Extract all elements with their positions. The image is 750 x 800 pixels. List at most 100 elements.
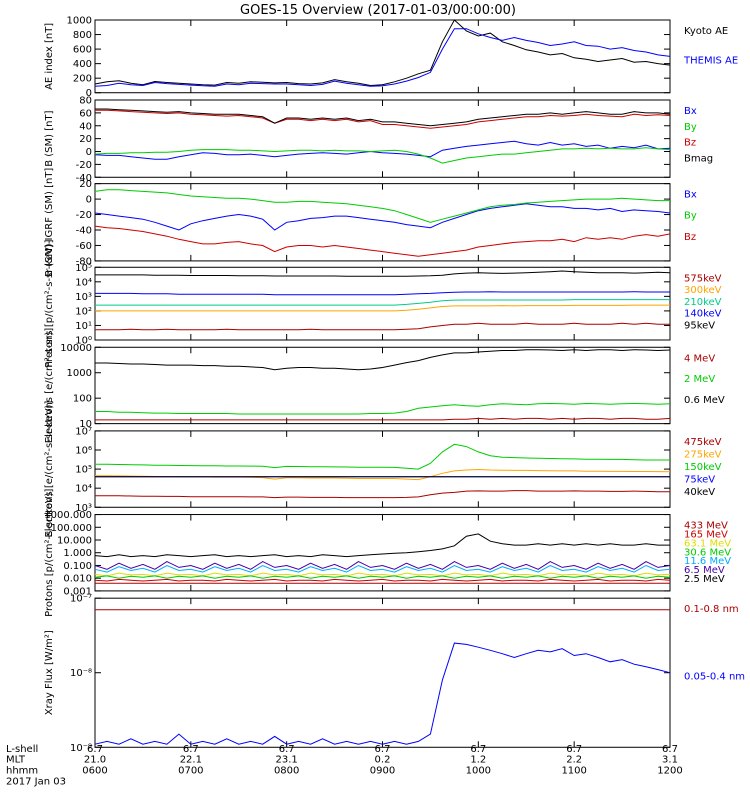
x-tick-label: 6.7 [279, 744, 295, 755]
series-line [95, 291, 670, 296]
series-line [95, 402, 671, 415]
legend-entry: 0.6 MeV [684, 395, 725, 406]
series-line [95, 490, 670, 499]
y-tick-label: 0.010 [63, 574, 92, 585]
y-tick-label: 0 [86, 88, 92, 99]
y-tick-label: -40 [76, 173, 92, 184]
x-tick-label: 1.2 [470, 755, 486, 766]
panel-frame [94, 19, 671, 94]
y-tick-label: 1000 [67, 16, 92, 27]
y-axis-label: B (SM) [nT] [44, 110, 55, 166]
x-tick-label: 0600 [82, 766, 107, 777]
panel-1: 0 200 400 600 800 1000 AE index [nT] Kyoto AE TH… [44, 16, 738, 100]
y-tick-label: 10⁴ [75, 484, 92, 495]
y-tick-label: 10.000 [57, 536, 92, 547]
legend-entry: 0.1-0.8 nm [684, 604, 739, 615]
legend-entry: 210keV [684, 297, 722, 308]
series-line [94, 564, 671, 573]
series-line [94, 147, 671, 164]
panel-frame [94, 266, 671, 341]
y-tick-label: -80 [76, 256, 92, 267]
series-line [95, 299, 670, 306]
xaxis-date: 2017 Jan 03 [6, 777, 66, 788]
x-tick-label: 3.1 [662, 755, 678, 766]
panel-6: 10³ 10⁴ 10⁵ 10⁶ 10⁷ Electrons [e/(cm²-s-sr-ke… [44, 401, 722, 538]
legend-entry: 11.6 MeV [684, 556, 731, 567]
x-tick-label: 1200 [657, 766, 682, 777]
legend-entry: 300keV [684, 285, 722, 296]
legend-entry: 0.05-0.4 nm [684, 672, 745, 683]
xaxis-row-label-lshell: L-shell [6, 744, 38, 755]
series-line [95, 468, 671, 481]
x-tick-label: 6.7 [662, 744, 678, 755]
series-line [95, 270, 671, 277]
panel-8: 10⁻⁹ 10⁻⁸ 10⁻⁷ Xray Flux [W/m²] 0.1-0.8 nm 0.… [44, 594, 745, 754]
y-tick-label: 0.001 [63, 586, 92, 597]
x-tick-label: 6.7 [87, 744, 103, 755]
legend-entry: 165 MeV [684, 530, 728, 541]
y-axis-label: Protons [p/(cm²-s-sr-keV)] [44, 239, 55, 367]
panel-5: 10 100 1000 10000 Electrons [e/(cm²-s-sr)] 4 … [44, 328, 725, 444]
x-tick-label: 6.7 [183, 744, 199, 755]
legend-entry: Bx [684, 106, 697, 117]
panel-frame [94, 597, 671, 748]
y-axis-label: Electrons [e/(cm²-s-sr-keV)] [44, 401, 55, 538]
y-tick-label: 10⁶ [75, 446, 92, 457]
y-tick-label: 0 [86, 195, 92, 206]
y-tick-label: 100 [73, 394, 92, 405]
legend-entry: 275keV [684, 449, 722, 460]
series-line [94, 533, 670, 558]
y-tick-label: -20 [76, 210, 92, 221]
series-line [94, 561, 671, 570]
y-axis-label: Xray Flux [W/m²] [44, 630, 55, 715]
series-line [94, 189, 670, 223]
y-tick-label: 0 [86, 147, 92, 158]
y-tick-label: 10⁻⁷ [70, 594, 92, 605]
legend-entry: 575keV [684, 273, 722, 284]
legend-entry: 30.6 MeV [684, 547, 731, 558]
legend-entry: Bmag [684, 154, 713, 165]
legend-entry: 95keV [684, 320, 715, 331]
y-tick-label: 100.000 [51, 523, 92, 534]
y-tick-label: 10⁴ [75, 277, 92, 288]
legend-entry: 140keV [684, 309, 722, 320]
series-line [94, 572, 671, 577]
legend-entry: Bx [684, 190, 697, 201]
series-line [94, 19, 671, 87]
x-tick-label: 6.7 [470, 744, 486, 755]
y-tick-label: 1.000 [63, 548, 92, 559]
panel-frame [94, 430, 671, 508]
x-tick-label: 1100 [561, 766, 586, 777]
x-tick-label: 1000 [466, 766, 491, 777]
x-tick-label: 0700 [178, 766, 203, 777]
y-tick-label: 80 [79, 96, 92, 107]
y-tick-label: 400 [73, 59, 92, 70]
y-tick-label: 10² [75, 306, 92, 317]
legend-entry: 4 MeV [684, 353, 715, 364]
series-line [94, 28, 671, 87]
series-line [94, 575, 671, 579]
xaxis-row-label-hhmm: hhmm [6, 766, 38, 777]
y-tick-label: 10⁻⁹ [70, 743, 92, 754]
series-line [95, 304, 670, 312]
y-tick-label: 10¹ [75, 321, 92, 332]
y-tick-label: 60 [79, 108, 92, 119]
y-axis-label: AE index [nT] [44, 23, 55, 90]
series-line [95, 322, 670, 331]
x-tick-label: 0900 [370, 766, 395, 777]
y-tick-label: 10 [79, 419, 92, 430]
legend-entry: 63.1 MeV [684, 538, 731, 549]
x-tick-label: 6.7 [375, 744, 391, 755]
y-tick-label: 1000 [67, 368, 92, 379]
y-tick-label: 10⁰ [75, 336, 92, 347]
legend-entry: Bz [684, 138, 696, 149]
series-line [95, 109, 671, 129]
panel-frame [94, 346, 671, 425]
series-line [94, 203, 671, 231]
legend-entry: THEMIS AE [683, 55, 738, 66]
y-tick-label: 10⁻⁸ [70, 668, 92, 679]
y-tick-label: -40 [76, 226, 92, 237]
y-tick-label: 20 [79, 134, 92, 145]
